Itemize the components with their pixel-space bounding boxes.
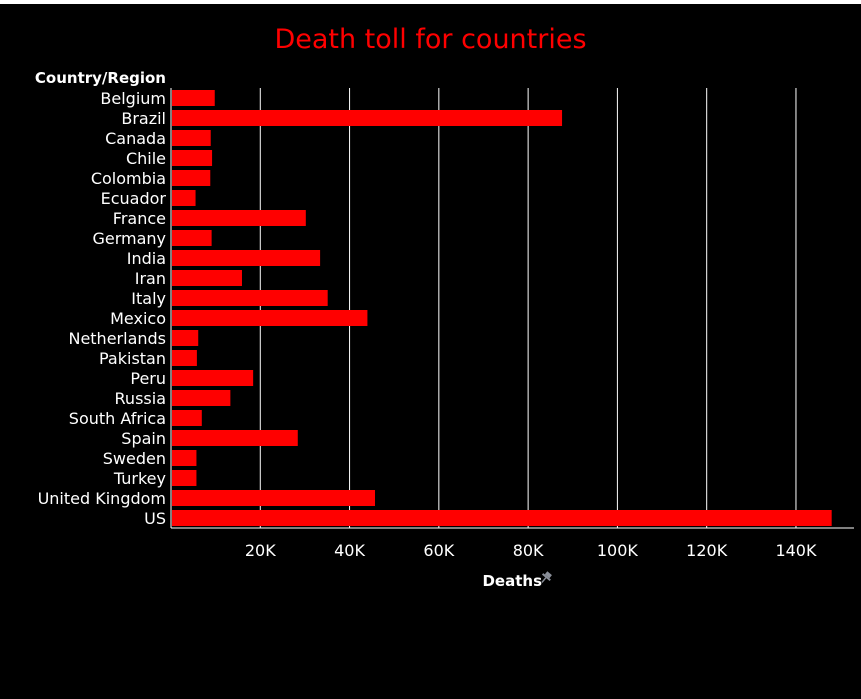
bar[interactable] bbox=[172, 390, 231, 406]
bar[interactable] bbox=[172, 150, 213, 166]
y-axis-title: Country/Region bbox=[35, 69, 166, 87]
category-label: Italy bbox=[131, 289, 166, 308]
category-label: Colombia bbox=[91, 169, 166, 188]
bar[interactable] bbox=[172, 450, 197, 466]
x-tick-label: 40K bbox=[334, 541, 365, 560]
bar[interactable] bbox=[172, 310, 368, 326]
category-label: Germany bbox=[92, 229, 166, 248]
category-label: India bbox=[127, 249, 166, 268]
x-tick-label: 100K bbox=[597, 541, 639, 560]
bar[interactable] bbox=[172, 370, 254, 386]
bar[interactable] bbox=[172, 490, 376, 506]
category-label: Canada bbox=[105, 129, 166, 148]
category-label: Iran bbox=[135, 269, 166, 288]
category-label: Russia bbox=[115, 389, 166, 408]
category-label: Brazil bbox=[121, 109, 166, 128]
category-label: France bbox=[113, 209, 166, 228]
x-tick-label: 140K bbox=[775, 541, 817, 560]
bar[interactable] bbox=[172, 190, 196, 206]
category-label: Netherlands bbox=[68, 329, 166, 348]
bar[interactable] bbox=[172, 430, 298, 446]
x-tick-label: 60K bbox=[423, 541, 454, 560]
category-label: Spain bbox=[121, 429, 166, 448]
x-tick-label: 120K bbox=[686, 541, 728, 560]
bar[interactable] bbox=[172, 90, 215, 106]
category-label: South Africa bbox=[69, 409, 166, 428]
category-labels: BelgiumBrazilCanadaChileColombiaEcuadorF… bbox=[38, 89, 167, 528]
bar[interactable] bbox=[172, 270, 242, 286]
top-border bbox=[0, 0, 861, 4]
category-label: Pakistan bbox=[99, 349, 166, 368]
bar[interactable] bbox=[172, 130, 211, 146]
category-label: US bbox=[144, 509, 166, 528]
x-tick-label: 20K bbox=[245, 541, 276, 560]
bar[interactable] bbox=[172, 410, 202, 426]
category-label: United Kingdom bbox=[38, 489, 166, 508]
bar[interactable] bbox=[172, 330, 199, 346]
x-axis-title[interactable]: Deaths bbox=[482, 572, 542, 590]
x-tick-labels: 20K 40K 60K 80K 100K 120K 140K bbox=[245, 541, 817, 560]
bar[interactable] bbox=[172, 170, 211, 186]
bar[interactable] bbox=[172, 210, 306, 226]
category-label: Sweden bbox=[103, 449, 166, 468]
bar[interactable] bbox=[172, 350, 197, 366]
category-label: Chile bbox=[126, 149, 166, 168]
axes bbox=[170, 88, 854, 529]
chart-title: Death toll for countries bbox=[274, 24, 587, 55]
bar[interactable] bbox=[172, 110, 563, 126]
category-label: Turkey bbox=[113, 469, 166, 488]
bar[interactable] bbox=[172, 230, 212, 246]
gridlines bbox=[259, 88, 797, 528]
category-label: Peru bbox=[130, 369, 166, 388]
category-label: Mexico bbox=[110, 309, 166, 328]
bar[interactable] bbox=[172, 470, 197, 486]
category-label: Belgium bbox=[100, 89, 166, 108]
bar[interactable] bbox=[172, 290, 328, 306]
category-label: Ecuador bbox=[101, 189, 167, 208]
bars bbox=[172, 90, 832, 526]
bar[interactable] bbox=[172, 510, 832, 526]
x-tick-label: 80K bbox=[513, 541, 544, 560]
bar[interactable] bbox=[172, 250, 321, 266]
pin-icon[interactable] bbox=[538, 570, 553, 586]
